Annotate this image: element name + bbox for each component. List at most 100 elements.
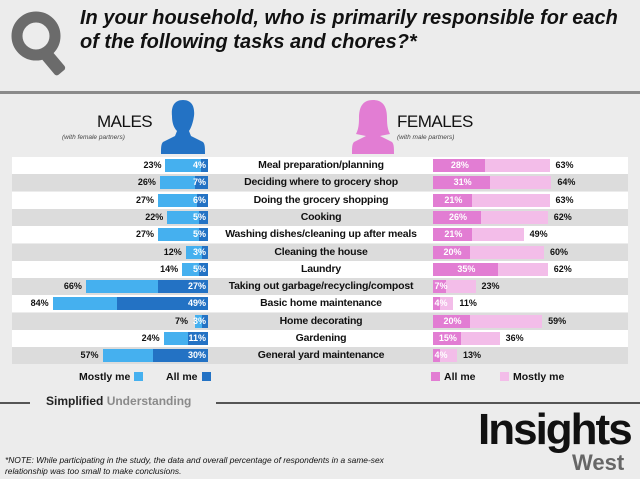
male-mostly-bar (158, 193, 208, 207)
category-label: Deciding where to grocery shop (244, 176, 398, 189)
category-label: Washing dishes/cleaning up after meals (225, 228, 417, 241)
female-all-bar (433, 210, 482, 224)
female-all-label: 4% (434, 298, 448, 309)
female-mostly-label: 62% (553, 263, 572, 274)
female-all-bar (433, 228, 472, 242)
table-row: Cooking 22% 5% 26% 62% (12, 208, 628, 226)
male-all-label: 5% (192, 211, 206, 222)
females-sublabel: (with male partners) (397, 134, 455, 141)
table-row: Basic home maintenance 84% 49% 4% 11% (12, 295, 628, 313)
male-all-label: 27% (187, 281, 206, 292)
category-label: Taking out garbage/recycling/compost (228, 280, 414, 293)
male-all-label: 5% (192, 229, 206, 240)
female-mostly-label: 63% (555, 160, 574, 170)
male-all-bar (198, 210, 208, 224)
female-mostly-label: 62% (553, 211, 572, 222)
male-all-bar (117, 297, 208, 311)
female-all-bar (433, 159, 485, 172)
female-all-bar (433, 349, 441, 363)
legend-swatch (500, 372, 509, 381)
legend-male-all: All me (166, 371, 215, 383)
male-mostly-label: 66% (63, 281, 82, 292)
category-label: Cleaning the house (274, 245, 368, 258)
category-label: General yard maintenance (257, 349, 385, 362)
female-all-label: 31% (453, 177, 472, 188)
table-row: Deciding where to grocery shop 26% 7% 31% 64… (12, 174, 628, 192)
category-label: Meal preparation/planning (258, 159, 384, 171)
table-row: Gardening 24% 11% 15% 36% (12, 330, 628, 347)
female-person-icon (352, 100, 394, 154)
male-all-bar (158, 280, 208, 294)
divider (0, 402, 30, 404)
male-person-icon (161, 100, 205, 154)
brand-tagline: Simplified Understanding (46, 394, 191, 408)
male-mostly-label: 27% (136, 194, 155, 205)
male-all-bar (187, 332, 208, 345)
male-mostly-label: 27% (136, 229, 155, 240)
category-label: Cooking (300, 210, 342, 223)
table-row: Doing the grocery shopping 27% 6% 21% 63% (12, 191, 628, 209)
female-mostly-label: 60% (550, 246, 569, 257)
female-mostly-label: 13% (463, 350, 482, 361)
legend-female-all: All me (427, 371, 476, 383)
female-all-label: 21% (444, 229, 463, 240)
female-mostly-label: 64% (557, 177, 576, 188)
magnifier-icon (11, 11, 66, 76)
female-all-label: 20% (443, 315, 462, 326)
category-label: Basic home maintenance (260, 297, 382, 310)
page-title: In your household, who is primarily resp… (80, 7, 618, 53)
male-mostly-label: 22% (145, 211, 164, 222)
male-all-bar (195, 176, 208, 190)
table-row: Home decorating 7% 3% 20% 59% (12, 312, 628, 330)
females-label: FEMALES (397, 112, 473, 131)
male-all-bar (152, 349, 208, 363)
male-mostly-bar (167, 210, 208, 224)
male-mostly-label: 24% (141, 333, 160, 343)
legend-label: All me (166, 371, 198, 383)
category-label: Laundry (300, 262, 342, 275)
category-label: Doing the grocery shopping (253, 193, 389, 206)
footnote: *NOTE: While participating in the study,… (5, 455, 384, 476)
category-label: Gardening (295, 332, 347, 344)
female-all-label: 21% (444, 194, 463, 205)
male-mostly-label: 23% (143, 160, 162, 170)
female-all-label: 35% (457, 263, 476, 274)
male-mostly-label: 57% (80, 350, 99, 361)
brand-b: Understanding (106, 394, 192, 408)
male-all-label: 49% (187, 298, 206, 309)
female-all-bar (433, 314, 470, 328)
legend-label: All me (444, 371, 476, 383)
female-mostly-label: 11% (459, 298, 477, 309)
female-all-label: 26% (449, 211, 468, 222)
logo-insights: Insights (478, 405, 633, 454)
brand-a: Simplified (46, 394, 104, 408)
female-all-bar (433, 262, 498, 276)
male-all-bar (196, 193, 208, 207)
male-mostly-label: 26% (137, 177, 156, 188)
female-all-label: 4% (434, 350, 448, 361)
table-row: Taking out garbage/recycling/compost 66% 2… (12, 278, 628, 296)
table-row: Cleaning the house 12% 3% 20% 60% (12, 243, 628, 261)
female-mostly-label: 23% (481, 281, 500, 292)
table-row: General yard maintenance 57% 30% 4% 13% (12, 347, 628, 365)
male-all-label: 5% (192, 263, 206, 274)
male-all-bar (202, 245, 208, 259)
legend-male-mostly: Mostly me (79, 371, 147, 383)
legend-label: Mostly me (79, 371, 131, 383)
males-label: MALES (97, 112, 153, 131)
category-label: Home decorating (279, 314, 363, 327)
male-all-label: 6% (192, 194, 206, 205)
female-all-bar (433, 193, 472, 207)
table-row: Laundry 14% 5% 35% 62% (12, 260, 628, 278)
female-all-bar (433, 176, 491, 190)
logo-west: West (572, 450, 625, 475)
divider (216, 402, 640, 404)
male-mostly-bar (158, 228, 208, 242)
male-all-label: 3% (192, 315, 206, 326)
male-all-label: 3% (192, 246, 206, 257)
female-all-label: 28% (450, 160, 469, 170)
female-mostly-label: 36% (505, 333, 524, 343)
table-row: Washing dishes/cleaning up after meals 27… (12, 226, 628, 244)
legend-swatch (201, 372, 211, 381)
table-row: Meal preparation/planning 23% 4% 28% 63% (12, 157, 628, 174)
